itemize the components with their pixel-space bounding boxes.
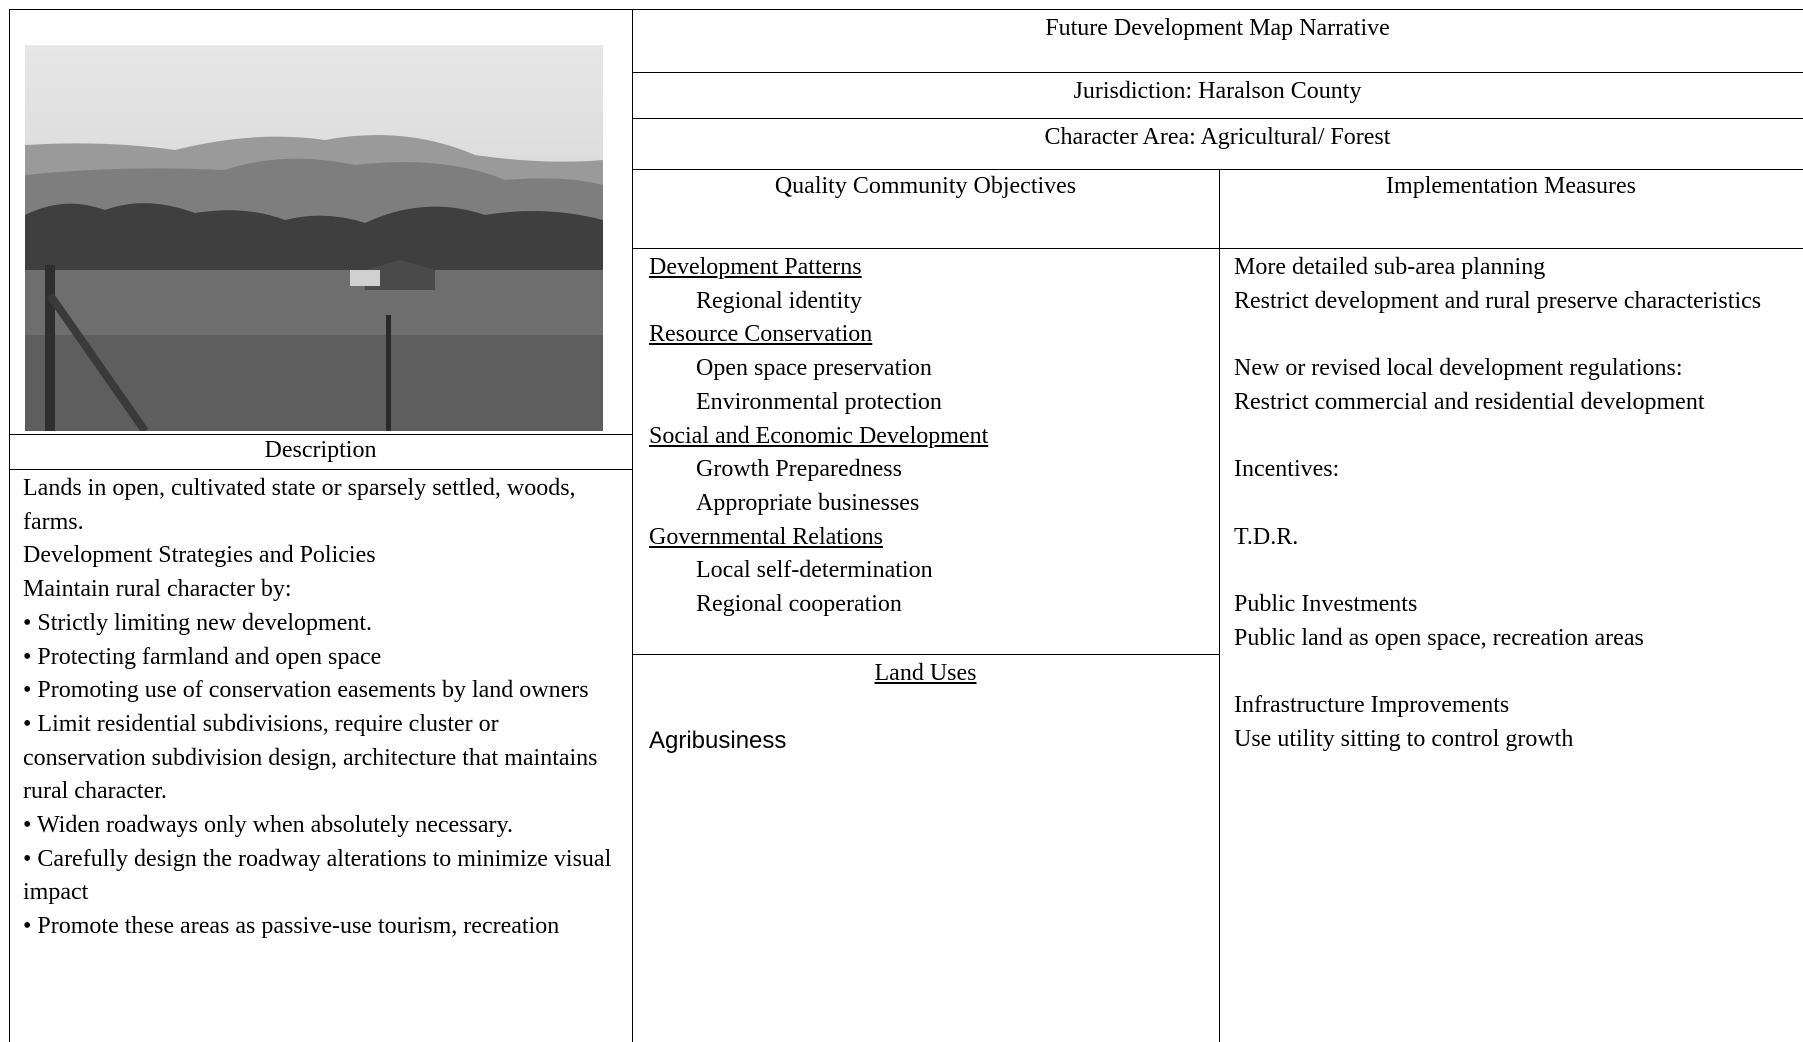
- implementation-line: Restrict commercial and residential deve…: [1234, 388, 1705, 415]
- implementation-section: Infrastructure Improvements Use utility s…: [1234, 689, 1794, 756]
- description-line: • Protecting farmland and open space: [23, 643, 382, 670]
- column-header: Quality Community Objectives: [774, 173, 1077, 199]
- description-line: • Promoting use of conservation easement…: [23, 677, 589, 704]
- implementation-section: T.D.R.: [1234, 521, 1794, 555]
- objective-item: Appropriate businesses: [696, 489, 920, 516]
- implementation-line: T.D.R.: [1234, 523, 1299, 550]
- land-uses-list: Agribusiness: [649, 724, 1209, 758]
- rule: [632, 72, 1803, 73]
- land-use: Agribusiness: [649, 727, 787, 754]
- objective-item: Open space preservation: [696, 355, 932, 382]
- objective-heading: Development Patterns: [649, 254, 862, 280]
- description-line: • Widen roadways only when absolutely ne…: [23, 812, 513, 839]
- implementation-line: More detailed sub-area planning: [1234, 254, 1546, 280]
- landscape-photo: [25, 45, 603, 431]
- character-area: Character Area: Agricultural/ Forest: [1044, 124, 1391, 150]
- description-line: • Limit residential subdivisions, requir…: [23, 710, 598, 805]
- jurisdiction: Jurisdiction: Haralson County: [1073, 78, 1362, 104]
- rule: [1219, 169, 1220, 1042]
- objective-item: Local self-determination: [696, 557, 933, 584]
- description-label: Description: [264, 437, 377, 463]
- description-line: Lands in open, cultivated state or spars…: [23, 475, 576, 535]
- implementation-line: Public land as open space, recreation ar…: [1234, 624, 1644, 651]
- column-header: Implementation Measures: [1386, 173, 1636, 199]
- implementation-section: Incentives:: [1234, 453, 1794, 487]
- objective-item: Regional identity: [696, 287, 862, 314]
- rule: [632, 654, 1219, 655]
- implementation-section: Public Investments Public land as open sp…: [1234, 588, 1794, 655]
- objective-item: Regional cooperation: [696, 591, 902, 618]
- rule: [9, 469, 632, 470]
- rule: [9, 434, 632, 435]
- description-line: • Strictly limiting new development.: [23, 609, 373, 636]
- implementation-line: Public Investments: [1234, 590, 1418, 617]
- objective-item: Growth Preparedness: [696, 456, 902, 483]
- rule: [632, 118, 1803, 119]
- land-uses-header: Land Uses: [874, 660, 977, 686]
- objective-heading: Social and Economic Development: [649, 422, 989, 449]
- rule: [9, 9, 1803, 10]
- implementation-line: Restrict development and rural preserve …: [1234, 287, 1762, 314]
- implementation-line: Incentives:: [1234, 456, 1340, 483]
- implementation-section: New or revised local development regulat…: [1234, 352, 1794, 419]
- description-line: • Promote these areas as passive-use tou…: [23, 913, 560, 940]
- description-line: Development Strategies and Policies: [23, 542, 376, 569]
- description-line: Maintain rural character by:: [23, 576, 292, 603]
- objectives-list: Development Patterns Regional identity Res…: [649, 251, 1209, 622]
- description-text: Lands in open, cultivated state or spars…: [23, 472, 623, 944]
- implementation-line: Infrastructure Improvements: [1234, 692, 1510, 719]
- description-line: • Carefully design the roadway alteratio…: [23, 845, 612, 906]
- rule: [632, 169, 1803, 170]
- implementation-line: New or revised local development regulat…: [1234, 355, 1683, 382]
- objective-heading: Governmental Relations: [649, 523, 883, 550]
- implementation-section: More detailed sub-area planning Restrict …: [1234, 251, 1794, 318]
- objective-heading: Resource Conservation: [649, 321, 873, 348]
- rule: [9, 9, 10, 1042]
- objective-item: Environmental protection: [696, 388, 942, 415]
- implementation-line: Use utility sitting to control growth: [1234, 725, 1574, 752]
- rule: [632, 248, 1803, 249]
- implementation-list: More detailed sub-area planning Restrict …: [1234, 251, 1794, 790]
- title: Future Development Map Narrative: [1045, 15, 1390, 41]
- rule: [632, 9, 633, 1042]
